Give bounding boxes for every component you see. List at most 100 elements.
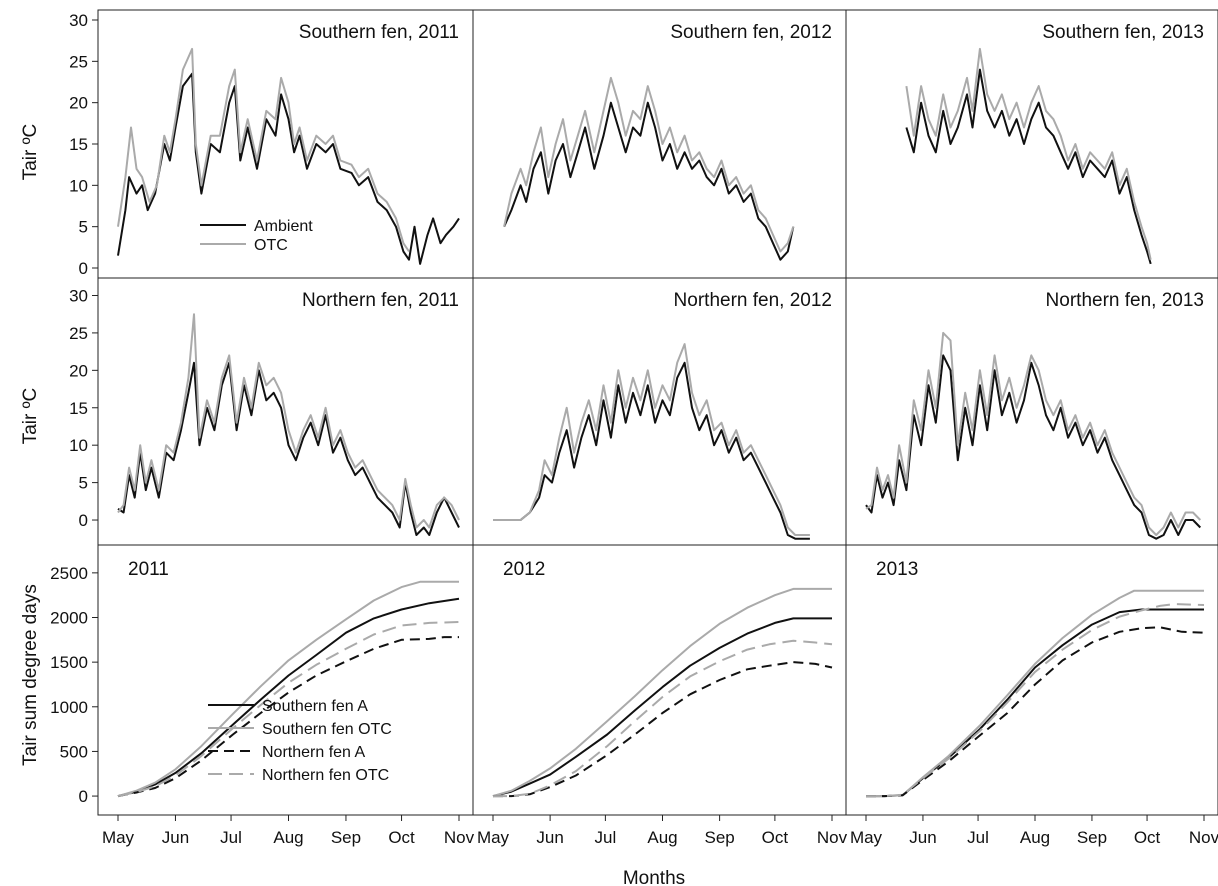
panel-5: Northern fen, 2012: [472, 277, 847, 546]
x-tick-label: Jul: [595, 828, 617, 847]
legend-label: Northern fen A: [262, 744, 366, 761]
row-ylabel-3: Tair sum degree days: [20, 584, 41, 766]
y-tick-label: 0: [79, 511, 88, 530]
panel-title: Southern fen, 2013: [1042, 22, 1204, 43]
y-tick-label: 25: [69, 52, 88, 71]
x-tick-label: Jul: [220, 828, 242, 847]
y-tick-label: 10: [69, 176, 88, 195]
series-northern-fen-a-line: [866, 626, 1205, 798]
row-ylabel-1: Tair ºC: [20, 124, 41, 181]
x-tick-label: Nov: [817, 828, 848, 847]
x-tick-label: Jun: [536, 828, 563, 847]
y-tick-label: 15: [69, 135, 88, 154]
y-tick-label: 30: [69, 11, 88, 30]
series-otc-line: [493, 343, 810, 536]
legend-label: Ambient: [254, 218, 313, 235]
panel-title: Northern fen, 2013: [1046, 290, 1204, 311]
series-southern-fen-a-line: [866, 608, 1204, 798]
legend-label: Southern fen A: [262, 698, 368, 715]
y-tick-label: 1500: [50, 653, 88, 672]
x-tick-label: Sep: [331, 828, 361, 847]
y-tick-label: 500: [60, 742, 88, 761]
y-tick-label: 20: [69, 94, 88, 113]
legend-label: Northern fen OTC: [262, 767, 389, 784]
x-tick-label: May: [850, 828, 883, 847]
series-northern-fen-otc-line: [866, 603, 1205, 798]
panel-frame: [845, 277, 1218, 546]
x-tick-label: Sep: [1077, 828, 1107, 847]
figure-labels: Tair ºC Tair ºC Tair sum degree days Mon…: [20, 124, 685, 886]
legend: Southern fen A Southern fen OTC Northern f…: [208, 698, 392, 784]
series-southern-fen-otc-line: [866, 589, 1204, 798]
panel-title: Southern fen, 2012: [670, 22, 832, 43]
series-northern-fen-otc-line: [493, 639, 833, 798]
y-tick-label: 20: [69, 361, 88, 380]
panel-title: 2013: [876, 559, 918, 580]
x-tick-label: Oct: [762, 828, 789, 847]
x-tick-label: Aug: [1020, 828, 1050, 847]
y-tick-label: 10: [69, 436, 88, 455]
panel-3: Southern fen, 2013: [845, 9, 1218, 279]
panel-title: 2012: [503, 559, 545, 580]
series-northern-fen-a-line: [493, 661, 833, 798]
panel-title: Northern fen, 2012: [674, 290, 832, 311]
series-otc-line: [905, 47, 1152, 260]
legend-label: OTC: [254, 237, 288, 254]
x-tick-label: Oct: [388, 828, 415, 847]
panel-title: Southern fen, 2011: [299, 22, 459, 43]
x-tick-label: Jul: [967, 828, 989, 847]
series-ambient-line: [865, 354, 1202, 540]
series-southern-fen-otc-line: [117, 580, 459, 798]
series-otc-line: [865, 331, 1202, 536]
panel-4: 0 5 10 15 20 25 30 Northern fen, 2011: [69, 277, 474, 546]
legend: Ambient OTC: [200, 218, 313, 254]
series-northern-fen-otc-line: [117, 621, 460, 798]
panel-9: May Jun Jul Aug Sep Oct Nov 2013: [845, 544, 1218, 847]
series-ambient-line: [905, 68, 1152, 265]
panel-frame: [845, 544, 1218, 816]
panel-8: May Jun Jul Aug Sep Oct Nov 2012: [472, 544, 848, 847]
x-axis-label: Months: [623, 868, 685, 886]
y-tick-label: 0: [79, 259, 88, 278]
series-southern-fen-a-line: [492, 617, 832, 798]
x-tick-label: Aug: [647, 828, 677, 847]
legend-label: Southern fen OTC: [262, 721, 392, 738]
y-tick-label: 5: [79, 474, 88, 493]
panel-frame: [472, 544, 847, 816]
x-tick-label: Nov: [444, 828, 475, 847]
y-tick-label: 5: [79, 218, 88, 237]
y-tick-label: 2500: [50, 564, 88, 583]
y-tick-label: 2000: [50, 609, 88, 628]
y-tick-label: 1000: [50, 698, 88, 717]
series-ambient-line: [503, 101, 795, 261]
y-tick-label: 30: [69, 286, 88, 305]
panel-2: Southern fen, 2012: [472, 9, 847, 279]
row-ylabel-2: Tair ºC: [20, 388, 41, 445]
x-tick-label: Aug: [273, 828, 303, 847]
y-tick-label: 0: [79, 787, 88, 806]
x-tick-label: May: [102, 828, 135, 847]
panel-1: 0 5 10 15 20 25 30 Southern fen, 2011 Ambient OTC: [69, 9, 474, 279]
series-otc-line: [117, 47, 410, 253]
panel-frame: [845, 9, 1218, 279]
series-southern-fen-a-line: [117, 597, 460, 798]
panel-grid: 0 5 10 15 20 25 30 Southern fen, 2011 Ambient OTC…: [50, 9, 1218, 847]
series-ambient-line: [117, 72, 460, 265]
panel-7: 0 500 1000 1500 2000 2500 May Jun Jul Aug Sep Oct No…: [50, 544, 475, 847]
y-tick-label: 15: [69, 399, 88, 418]
x-tick-label: May: [477, 828, 510, 847]
x-tick-label: Jun: [909, 828, 936, 847]
x-tick-label: Oct: [1134, 828, 1161, 847]
panel-title: Northern fen, 2011: [302, 290, 459, 311]
series-otc-line: [117, 313, 460, 529]
panel-6: Northern fen, 2013: [845, 277, 1218, 546]
x-tick-label: Sep: [704, 828, 734, 847]
series-ambient-line: [493, 361, 810, 540]
x-tick-label: Nov: [1189, 828, 1218, 847]
series-otc-line: [503, 76, 795, 253]
panel-title: 2011: [128, 559, 169, 580]
series-southern-fen-otc-line: [492, 587, 832, 798]
y-tick-label: 25: [69, 324, 88, 343]
x-tick-label: Jun: [162, 828, 189, 847]
